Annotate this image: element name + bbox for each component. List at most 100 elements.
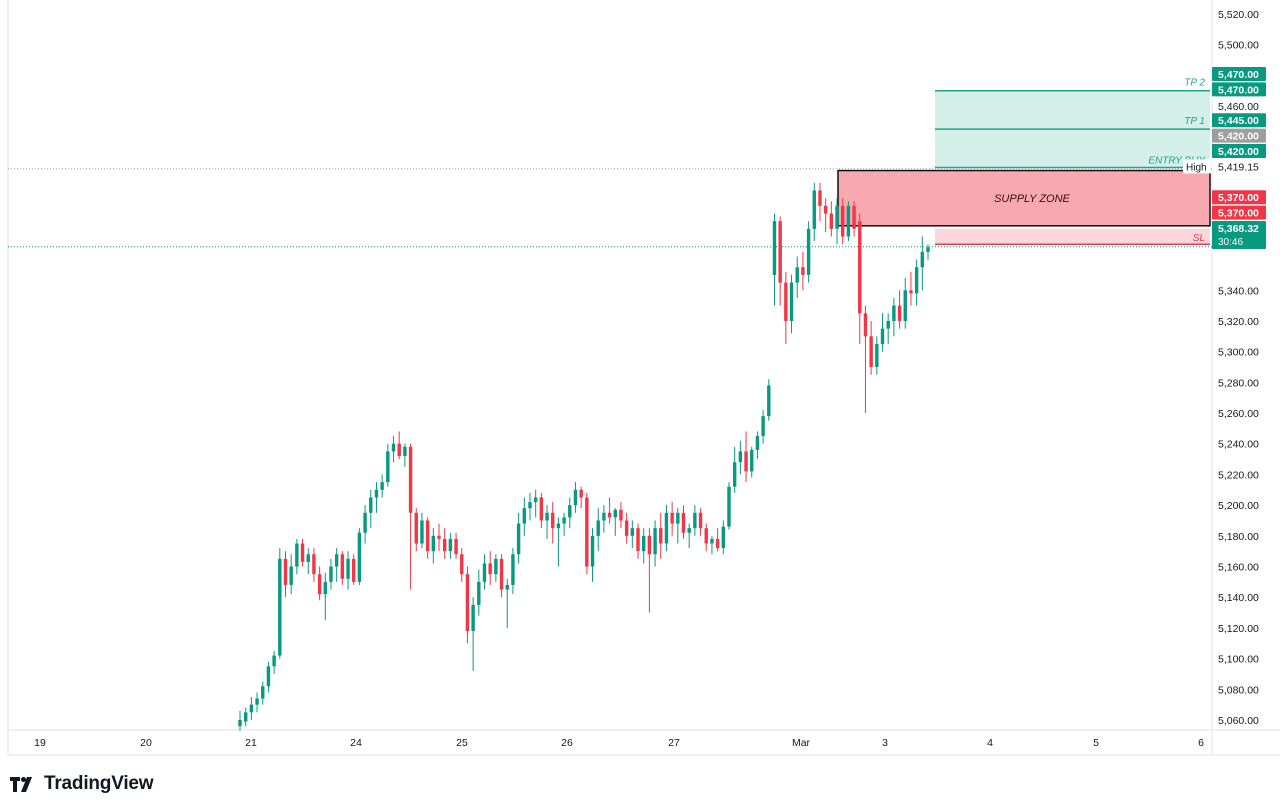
candle-body — [761, 416, 765, 437]
candle-body — [505, 584, 509, 590]
candle-body — [477, 581, 481, 605]
candle-body — [556, 523, 561, 529]
price-marker-5 — [1212, 159, 1266, 174]
candle-body — [795, 267, 799, 283]
candle-body — [380, 482, 384, 490]
candle-body — [363, 512, 367, 533]
candle-body — [482, 563, 487, 582]
candle-body — [721, 526, 726, 549]
price-marker-label-7: 5,370.00 — [1218, 208, 1259, 220]
candle-body — [801, 267, 805, 275]
candle-body — [670, 512, 674, 524]
candle-body — [755, 436, 760, 450]
entry-label: ENTRY BUY — [1148, 155, 1206, 166]
candle-body — [403, 446, 407, 457]
candle-body — [846, 205, 851, 237]
candle-body — [454, 538, 458, 555]
y-tick-label: 5,120.00 — [1218, 623, 1259, 635]
sl-zone — [935, 228, 1210, 245]
candle-body — [369, 497, 373, 513]
candle-body — [664, 512, 669, 544]
x-tick-label: 6 — [1198, 737, 1204, 749]
candle-body — [414, 512, 418, 544]
candle-body — [352, 558, 356, 582]
candle-body — [516, 523, 521, 555]
candle-body — [818, 190, 822, 206]
candle-body — [909, 290, 913, 294]
x-tick-label: 26 — [561, 737, 573, 749]
candle-body — [636, 528, 640, 552]
tp-zone-1 — [935, 129, 1210, 168]
brand-name: TradingView — [44, 773, 154, 794]
candle-body — [659, 528, 663, 544]
candle-body — [812, 190, 816, 229]
supply-zone — [837, 169, 1211, 227]
price-chart[interactable]: TP 2 TP 1 ENTRY BUY SL SUPPLY ZONE 5,520.00 5,… — [0, 0, 1280, 760]
x-tick-label: 5 — [1093, 737, 1099, 749]
candle-body — [619, 509, 623, 521]
y-tick-label: 5,300.00 — [1218, 347, 1259, 359]
candle-body — [897, 305, 902, 321]
candle-body — [272, 655, 276, 667]
candle-body — [522, 508, 527, 524]
candle-body — [829, 213, 834, 229]
candle-body — [243, 712, 248, 722]
candle-body — [312, 554, 316, 575]
candle-body — [306, 554, 310, 562]
candle-body — [346, 558, 350, 579]
candle-body — [715, 538, 720, 549]
price-marker-label-0: 5,470.00 — [1218, 69, 1259, 81]
candle-body — [488, 563, 492, 575]
candle-body — [653, 528, 657, 555]
price-marker-6 — [1212, 190, 1266, 205]
candle-body — [408, 446, 413, 513]
x-tick-label: 25 — [456, 737, 468, 749]
candle-body — [261, 686, 265, 699]
candle-body — [920, 251, 925, 268]
candle-body — [784, 282, 788, 321]
sl-label: SL — [1193, 233, 1205, 244]
price-marker-label-5: 5,419.15 — [1218, 161, 1259, 173]
candle-body — [624, 520, 629, 536]
candle-body — [579, 489, 583, 498]
y-tick-label: 5,180.00 — [1218, 531, 1259, 543]
candle-body — [886, 320, 890, 329]
candle-body — [602, 512, 606, 521]
candle-body — [551, 512, 555, 529]
candle-body — [471, 604, 475, 631]
candle-body — [585, 497, 589, 567]
tp-label-1: TP 1 — [1184, 116, 1205, 127]
candle-body — [630, 528, 635, 536]
candle-body — [704, 528, 708, 544]
y-tick-label: 5,060.00 — [1218, 715, 1259, 727]
price-marker-label-4: 5,420.00 — [1218, 146, 1259, 158]
candle-body — [391, 443, 396, 452]
candle-body — [903, 290, 907, 321]
candle-body — [442, 538, 447, 552]
y-tick-label: 5,340.00 — [1218, 285, 1259, 297]
x-tick-label: 19 — [34, 737, 46, 749]
chart-area[interactable]: TP 2 TP 1 ENTRY BUY SL SUPPLY ZONE 5,520.00 5,… — [0, 0, 1280, 760]
y-tick-label: 5,260.00 — [1218, 408, 1259, 420]
candle-body — [278, 558, 282, 656]
candle-body — [914, 267, 919, 294]
candle-body — [732, 462, 737, 487]
candle-body — [852, 205, 856, 229]
price-marker-label-2: 5,445.00 — [1218, 115, 1259, 127]
y-tick-label: 5,080.00 — [1218, 684, 1259, 696]
x-tick-label: 3 — [882, 737, 888, 749]
candle-body — [386, 451, 390, 483]
y-tick-label: 5,160.00 — [1218, 562, 1259, 574]
y-tick-label: 5,200.00 — [1218, 500, 1259, 512]
tradingview-logo-icon — [10, 777, 32, 792]
y-tick-label: 5,500.00 — [1218, 40, 1259, 52]
price-marker-2 — [1212, 113, 1266, 128]
candle-body — [789, 282, 794, 321]
candle-body — [676, 512, 680, 524]
candle-body — [858, 221, 862, 314]
tp-label-0: TP 2 — [1184, 78, 1205, 89]
candle-body — [710, 538, 714, 544]
candle-body — [289, 566, 293, 585]
candle-body — [607, 512, 612, 518]
candle-body — [562, 517, 566, 524]
